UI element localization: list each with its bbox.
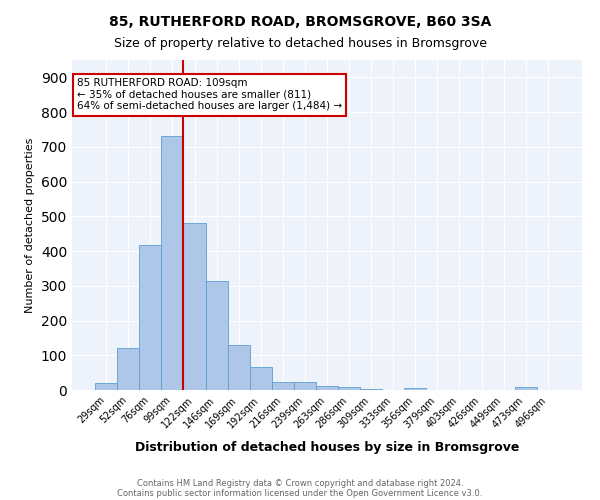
Text: Size of property relative to detached houses in Bromsgrove: Size of property relative to detached ho… (113, 38, 487, 51)
Bar (250, 368, 272, 390)
Bar (206, 280, 227, 390)
Y-axis label: Number of detached properties: Number of detached properties (25, 138, 35, 312)
Text: Contains public sector information licensed under the Open Government Licence v3: Contains public sector information licen… (118, 488, 482, 498)
Bar (294, 382, 316, 390)
Bar (316, 386, 338, 390)
Bar (227, 345, 250, 390)
Text: Contains HM Land Registry data © Crown copyright and database right 2024.: Contains HM Land Registry data © Crown c… (137, 478, 463, 488)
Bar (161, 136, 184, 390)
Bar (272, 382, 294, 390)
Bar (404, 388, 427, 390)
Bar (117, 348, 139, 390)
Bar (338, 387, 360, 390)
Bar (184, 224, 206, 390)
Bar (515, 387, 537, 390)
Text: 85 RUTHERFORD ROAD: 109sqm
← 35% of detached houses are smaller (811)
64% of sem: 85 RUTHERFORD ROAD: 109sqm ← 35% of deta… (77, 78, 342, 112)
Text: 85, RUTHERFORD ROAD, BROMSGROVE, B60 3SA: 85, RUTHERFORD ROAD, BROMSGROVE, B60 3SA (109, 15, 491, 29)
Bar (139, 245, 161, 390)
Bar (95, 383, 117, 390)
X-axis label: Distribution of detached houses by size in Bromsgrove: Distribution of detached houses by size … (135, 441, 519, 454)
